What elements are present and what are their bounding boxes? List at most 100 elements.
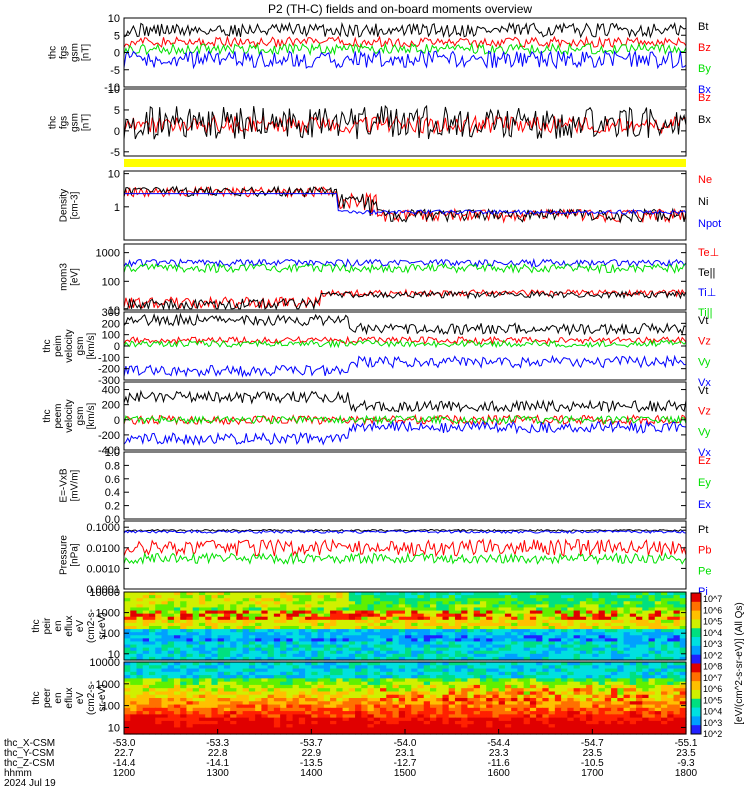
spectrogram-cell-peer: [473, 691, 481, 696]
spectrogram-cell-peir: [286, 592, 294, 596]
spectrogram-cell-peir: [667, 626, 675, 630]
spectrogram-cell-peir: [380, 644, 387, 649]
spectrogram-cell-peer: [548, 707, 556, 712]
spectrogram-cell-peir: [579, 641, 587, 646]
spectrogram-cell-peer: [542, 668, 550, 673]
spectrogram-cell-peer: [230, 707, 237, 712]
spectrogram-cell-peir: [448, 622, 456, 627]
spectrogram-cell-peir: [155, 619, 163, 624]
spectrogram-cell-peer: [211, 668, 219, 673]
spectrogram-cell-peer: [236, 665, 244, 670]
spectrogram-cell-peer: [504, 662, 512, 666]
spectrogram-cell-peer: [298, 727, 306, 732]
spectrogram-cell-peer: [492, 701, 500, 706]
spectrogram-cell-peer: [423, 711, 431, 715]
spectrogram-cell-peer: [654, 714, 662, 719]
spectrogram-cell-peir: [592, 592, 600, 596]
spectrogram-cell-peer: [498, 724, 506, 729]
spectrogram-cell-peir: [355, 622, 362, 627]
spectrogram-cell-peir: [479, 644, 487, 649]
spectrogram-cell-peer: [461, 668, 469, 673]
spectrogram-cell-peir: [167, 638, 175, 643]
spectrogram-cell-peir: [504, 619, 512, 624]
spectrogram-cell-peir: [573, 635, 581, 639]
spectrogram-cell-peer: [642, 727, 650, 732]
y-tick-label: 200: [102, 318, 120, 330]
spectrogram-cell-peir: [411, 629, 419, 633]
y-axis-label: peir: [42, 617, 53, 634]
spectrogram-cell-peir: [517, 613, 525, 618]
spectrogram-cell-peir: [236, 598, 244, 602]
series-line-fgs-bt: [123, 21, 687, 39]
spectrogram-cell-peer: [561, 694, 568, 699]
spectrogram-cell-peir: [323, 604, 331, 609]
series-line-fgs-by: [123, 42, 687, 57]
spectrogram-cell-peir: [548, 647, 556, 652]
spectrogram-cell-peir: [579, 644, 587, 649]
spectrogram-cell-peir: [355, 607, 362, 612]
spectrogram-cell-peer: [186, 665, 194, 670]
spectrogram-cell-peir: [542, 595, 550, 599]
spectrogram-cell-peir: [130, 644, 138, 649]
spectrogram-cell-peir: [473, 632, 481, 636]
spectrogram-cell-peir: [248, 656, 256, 661]
spectrogram-cell-peir: [429, 632, 437, 636]
spectrogram-cell-peer: [392, 701, 400, 706]
spectrogram-cell-peir: [136, 616, 144, 621]
spectrogram-cell-peer: [579, 678, 587, 683]
spectrogram-cell-peir: [623, 650, 631, 655]
spectrogram-cell-peer: [230, 701, 237, 706]
spectrogram-cell-peir: [205, 613, 213, 618]
spectrogram-cell-peer: [448, 707, 456, 712]
spectrogram-cell-peer: [305, 668, 312, 673]
spectrogram-cell-peir: [230, 619, 237, 624]
spectrogram-cell-peer: [211, 701, 219, 706]
spectrogram-cell-peer: [311, 727, 319, 732]
spectrogram-cell-peir: [217, 656, 225, 661]
spectrogram-cell-peir: [230, 622, 237, 627]
spectrogram-cell-peer: [148, 665, 156, 670]
spectrogram-cell-peer: [192, 707, 200, 712]
spectrogram-cell-peir: [611, 604, 618, 609]
spectrogram-cell-peir: [280, 610, 287, 615]
spectrogram-cell-peir: [124, 622, 131, 627]
spectrogram-cell-peir: [492, 610, 500, 615]
spectrogram-cell-peer: [617, 707, 625, 712]
spectrogram-cell-peir: [679, 650, 687, 655]
spectrogram-cell-peir: [223, 644, 231, 649]
spectrogram-cell-peer: [536, 707, 543, 712]
spectrogram-cell-peer: [392, 704, 400, 709]
spectrogram-cell-peer: [142, 665, 150, 670]
spectrogram-cell-peir: [611, 592, 618, 596]
spectrogram-cell-peir: [192, 656, 200, 661]
spectrogram-cell-peer: [486, 701, 494, 706]
spectrogram-cell-peir: [467, 598, 475, 602]
spectrogram-cell-peer: [386, 717, 394, 722]
spectrogram-cell-peer: [367, 662, 375, 666]
spectrogram-cell-peir: [242, 635, 250, 639]
spectrogram-cell-peir: [598, 653, 606, 658]
spectrogram-cell-peer: [180, 688, 188, 693]
legend-entry: Ne: [698, 174, 712, 186]
spectrogram-cell-peir: [679, 632, 687, 636]
spectrogram-cell-peir: [423, 607, 431, 612]
spectrogram-cell-peir: [492, 641, 500, 646]
spectrogram-cell-peer: [286, 675, 294, 679]
spectrogram-cell-peir: [186, 653, 194, 658]
spectrogram-cell-peer: [417, 665, 425, 670]
spectrogram-cell-peer: [267, 684, 275, 689]
legend-entry: Bz: [698, 42, 711, 54]
spectrogram-cell-peir: [148, 629, 156, 633]
spectrogram-cell-peir: [155, 638, 163, 643]
spectrogram-cell-peir: [592, 644, 600, 649]
y-axis-label: mom3: [59, 263, 70, 291]
spectrogram-cell-peer: [267, 724, 275, 729]
spectrogram-cell-peer: [136, 701, 144, 706]
spectrogram-cell-peer: [148, 704, 156, 709]
spectrogram-cell-peer: [198, 714, 206, 719]
spectrogram-cell-peer: [192, 684, 200, 689]
spectrogram-cell-peer: [479, 694, 487, 699]
spectrogram-cell-peir: [442, 601, 450, 605]
spectrogram-cell-peer: [398, 678, 406, 683]
spectrogram-cell-peer: [573, 720, 581, 725]
